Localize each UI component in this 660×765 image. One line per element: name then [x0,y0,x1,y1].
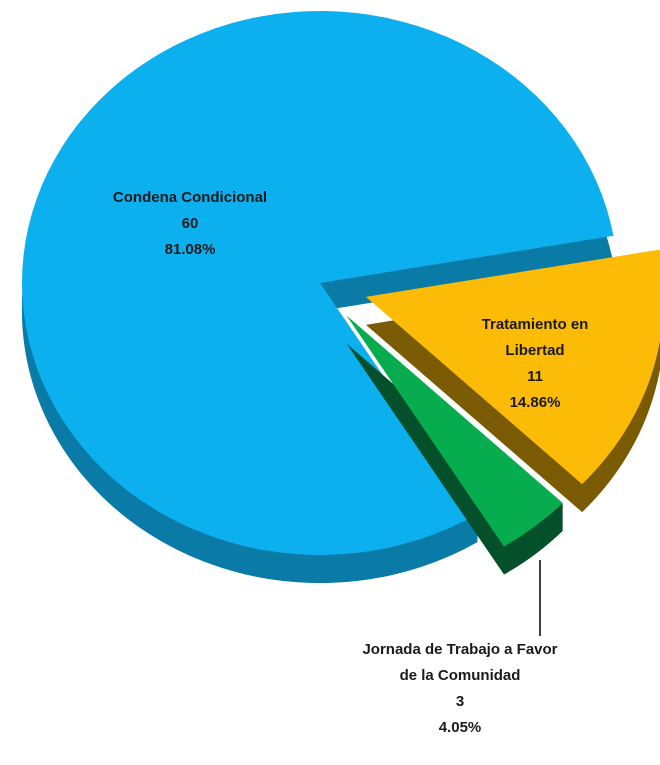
label-percent: 14.86% [509,394,561,411]
slice [22,10,614,555]
label-category: Condena Condicional [112,189,268,206]
slice-edge [582,340,660,513]
slice [346,315,563,547]
label-percent: 4.05% [438,719,482,736]
label-percent: 81.08% [164,241,216,258]
label-value: 11 [527,368,543,385]
label-value: 3 [455,693,465,710]
slice-edge [503,502,563,575]
slice [365,249,660,485]
data-label: Condena Condicional 60 81.08% [90,185,290,263]
label-value: 60 [181,215,199,232]
data-label: Tratamiento en Libertad 11 14.86% [455,312,615,416]
label-category: Tratamiento en Libertad [481,316,589,359]
slice-edge [22,283,478,583]
data-label: Jornada de Trabajo a Favor de la Comunid… [360,637,560,741]
label-category: Jornada de Trabajo a Favor de la Comunid… [362,641,558,684]
